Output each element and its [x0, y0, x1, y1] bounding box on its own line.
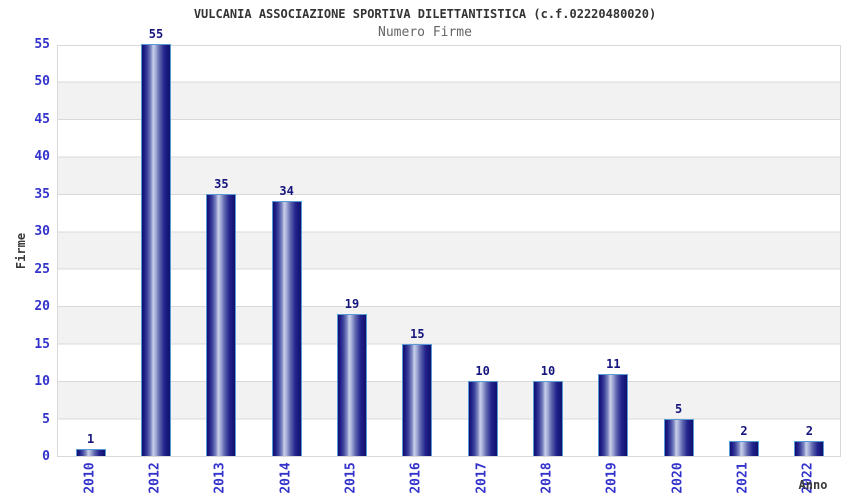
y-tick-label: 5 — [42, 411, 50, 427]
chart-subtitle: Numero Firme — [378, 25, 472, 40]
y-tick-label: 10 — [34, 374, 50, 390]
x-axis-title: Anno — [798, 478, 828, 492]
x-tick-label: 2019 — [604, 462, 620, 494]
x-tick-label: 2014 — [278, 462, 294, 494]
bar-value-label: 2 — [740, 424, 748, 439]
bar-value-label: 2 — [805, 424, 813, 439]
x-tick-label: 2021 — [735, 462, 751, 494]
bar-2013 — [206, 193, 237, 456]
y-tick-label: 30 — [34, 224, 50, 240]
bar-value-label: 11 — [606, 356, 621, 371]
bar-value-label: 19 — [344, 296, 360, 311]
bar-value-label: 10 — [475, 364, 490, 379]
bar-2019 — [598, 373, 629, 456]
bar-value-label: 35 — [214, 176, 229, 191]
y-tick-label: 0 — [42, 449, 50, 464]
y-tick-label: 15 — [34, 336, 50, 352]
x-tick-label: 2012 — [147, 462, 163, 494]
bar-2016 — [402, 343, 433, 456]
bar-value-label: 10 — [540, 364, 556, 379]
y-axis-title: Firme — [14, 232, 28, 270]
bar-2021 — [729, 441, 759, 456]
bar-2017 — [467, 381, 498, 456]
x-tick-label: 2010 — [82, 462, 98, 494]
x-tick-label: 2013 — [212, 462, 228, 494]
bar-2012 — [141, 44, 171, 456]
y-tick-label: 20 — [34, 299, 50, 315]
y-tick-label: 55 — [34, 37, 50, 52]
bar-2010 — [75, 448, 106, 456]
y-tick-label: 35 — [34, 186, 50, 202]
bar-2020 — [663, 418, 694, 456]
x-tick-label: 2015 — [343, 462, 359, 494]
bar-2015 — [337, 313, 367, 456]
y-tick-label: 50 — [34, 74, 50, 90]
bar-value-label: 1 — [87, 431, 95, 446]
bar-2022 — [794, 441, 825, 456]
bar-2018 — [533, 381, 563, 456]
x-tick-label: 2017 — [474, 462, 490, 494]
plot-area: 1 55 35 34 19 15 10 10 11 5 2 2 — [57, 27, 841, 457]
chart-title: VULCANIA ASSOCIAZIONE SPORTIVA DILETTANT… — [193, 7, 657, 21]
y-tick-label: 40 — [34, 149, 50, 165]
y-tick-label: 25 — [34, 261, 50, 277]
bar-value-label: 34 — [279, 184, 294, 199]
x-tick-label: 2018 — [539, 462, 555, 494]
bar-value-label: 55 — [148, 27, 164, 41]
y-tick-label: 45 — [34, 111, 50, 127]
bar-value-label: 5 — [675, 401, 683, 416]
x-tick-label: 2016 — [408, 462, 424, 494]
x-tick-label: 2020 — [670, 462, 686, 494]
bar-2014 — [271, 201, 302, 456]
bar-value-label: 15 — [410, 326, 425, 341]
